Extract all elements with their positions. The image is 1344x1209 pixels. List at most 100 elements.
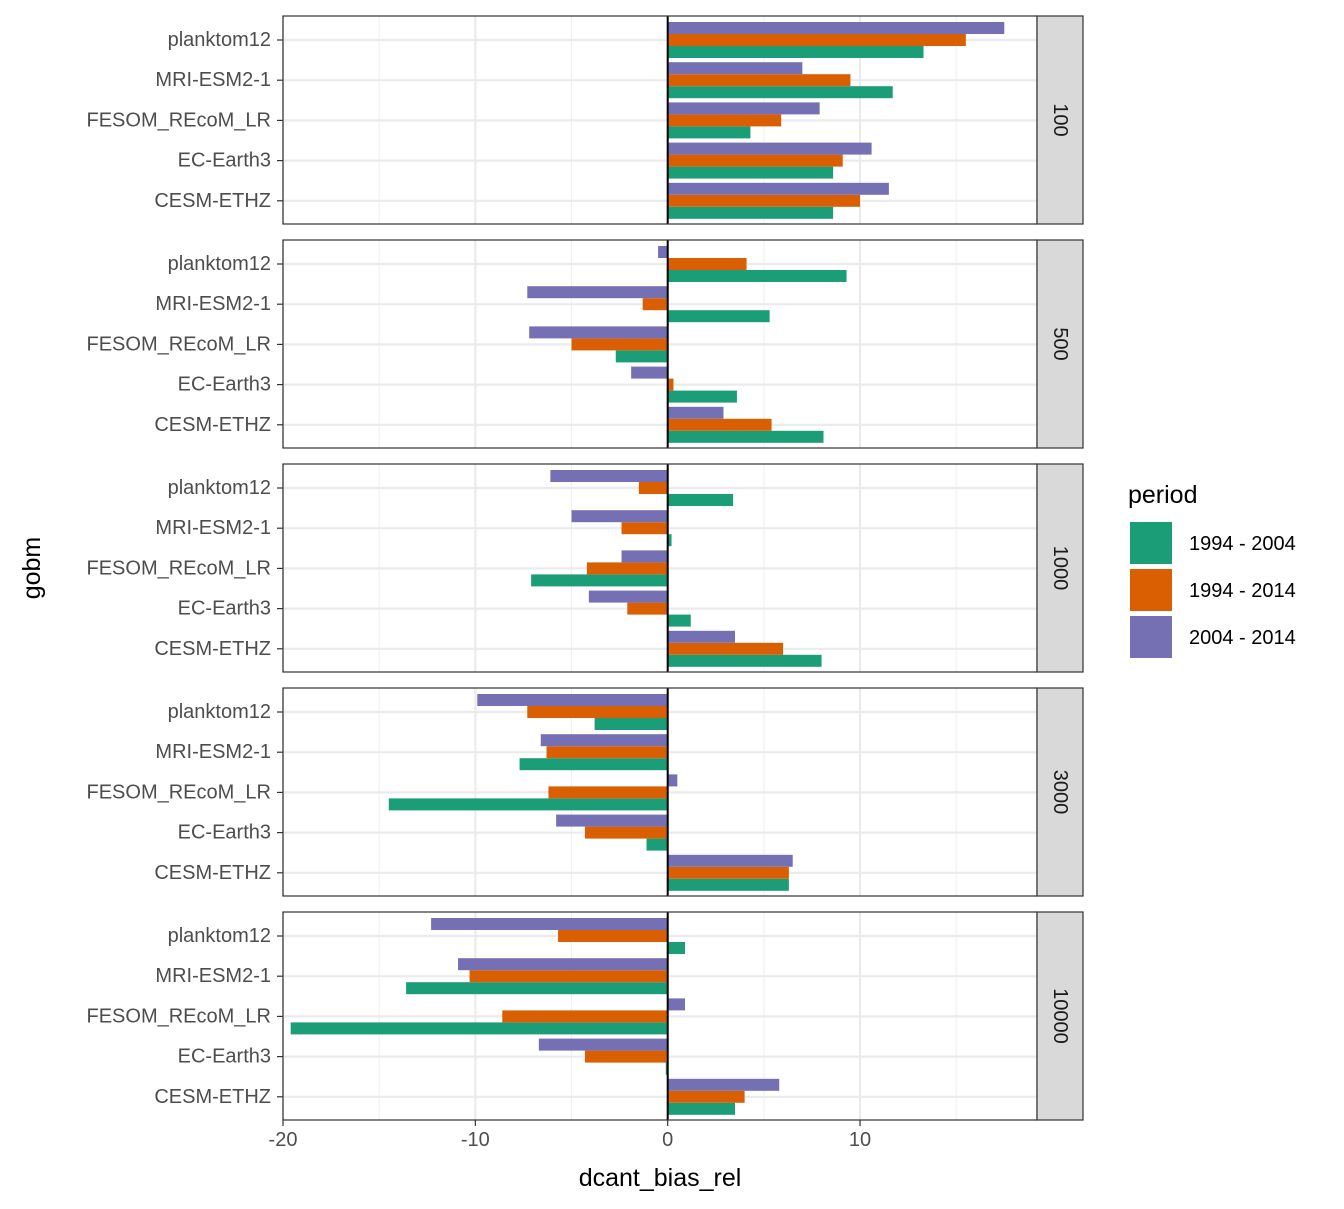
y-axis-title: gobm (18, 537, 46, 600)
x-tick-label: 0 (662, 1129, 673, 1151)
facet-panel-1000: 1000 planktom12 MRI-ESM2-1 FESOM_REcoM_LR EC… (87, 463, 1084, 673)
bar (667, 126, 751, 139)
y-tick-label: EC-Earth3 (178, 598, 271, 620)
x-tick-label: 10 (849, 1129, 871, 1151)
legend-swatch (1130, 616, 1172, 658)
y-tick-label: MRI-ESM2-1 (155, 69, 271, 91)
y-tick-label: MRI-ESM2-1 (155, 741, 271, 763)
facet-strip (1036, 463, 1084, 673)
y-tick-label: CESM-ETHZ (154, 1086, 271, 1108)
bar (667, 774, 678, 787)
legend-swatch (1130, 569, 1172, 611)
y-tick-label: CESM-ETHZ (154, 638, 271, 660)
legend-title: period (1128, 481, 1198, 509)
legend-label: 2004 - 2014 (1189, 627, 1296, 649)
bar (667, 182, 889, 195)
legend-label: 1994 - 2014 (1189, 580, 1296, 602)
y-tick-label: CESM-ETHZ (154, 414, 271, 436)
bar (502, 1010, 668, 1023)
legend: period 1994 - 2004 1994 - 2014 2004 - 2014 (1128, 481, 1296, 658)
bar (527, 706, 668, 718)
bar (571, 338, 668, 351)
bar (458, 958, 668, 971)
facet-strip (1036, 687, 1084, 897)
bar (667, 22, 1005, 34)
bar (667, 46, 924, 58)
bar (548, 786, 668, 799)
bar (667, 270, 847, 282)
bar (615, 350, 668, 363)
bar (667, 942, 686, 954)
y-tick-label: FESOM_REcoM_LR (87, 333, 272, 355)
bar (586, 562, 668, 575)
y-tick-label: EC-Earth3 (178, 374, 271, 396)
bar (667, 654, 822, 667)
bar (546, 746, 668, 759)
y-tick-label: FESOM_REcoM_LR (87, 557, 272, 579)
bar (667, 206, 834, 219)
bar (519, 758, 668, 771)
x-tick-label: -10 (461, 1129, 490, 1151)
bar (667, 166, 834, 179)
y-tick-label: planktom12 (168, 925, 271, 947)
bar (642, 298, 668, 311)
bar (584, 1050, 668, 1063)
facet-panel-10000: 10000 planktom12 MRI-ESM2-1 FESOM_REcoM_LR E… (87, 911, 1084, 1121)
y-tick-label: EC-Earth3 (178, 1046, 271, 1068)
bar (431, 918, 668, 930)
y-tick-label: planktom12 (168, 701, 271, 723)
bar (667, 154, 843, 167)
bar (667, 194, 861, 207)
bar (667, 1078, 780, 1091)
bar (667, 390, 737, 403)
y-tick-label: MRI-ESM2-1 (155, 293, 271, 315)
bar (667, 630, 736, 643)
bar (646, 838, 668, 851)
bar (667, 998, 686, 1011)
facet-strip (1036, 239, 1084, 449)
bar (538, 1038, 668, 1051)
bar (621, 550, 668, 563)
bar (667, 614, 691, 627)
facet-strip (1036, 15, 1084, 225)
x-axis-title: dcant_bias_rel (579, 1164, 742, 1192)
bar (667, 534, 672, 547)
bar (667, 494, 734, 506)
bar (667, 86, 893, 99)
y-tick-label: FESOM_REcoM_LR (87, 109, 272, 131)
facet-panel-100: 100 planktom12 MRI-ESM2-1 FESOM_REcoM_LR EC-… (87, 15, 1084, 225)
bar (667, 854, 793, 867)
facet-strip (1036, 911, 1084, 1121)
bar (631, 366, 668, 379)
bar (667, 418, 772, 431)
facet-strip-label: 10000 (1049, 988, 1071, 1044)
bar (667, 866, 789, 879)
bar (621, 522, 668, 535)
bar (290, 1022, 668, 1035)
bar (667, 378, 674, 391)
x-tick-label: -20 (269, 1129, 298, 1151)
bar (667, 62, 803, 75)
y-tick-label: FESOM_REcoM_LR (87, 1005, 272, 1027)
bar (658, 246, 668, 258)
facet-strip-label: 500 (1049, 327, 1071, 360)
bar (406, 982, 668, 995)
facet-panel-3000: 3000 planktom12 MRI-ESM2-1 FESOM_REcoM_LR EC… (87, 687, 1084, 897)
bar (556, 814, 668, 827)
bar (469, 970, 668, 983)
bar (638, 482, 668, 494)
bar (667, 34, 966, 46)
bar (667, 74, 851, 87)
y-tick-label: CESM-ETHZ (154, 862, 271, 884)
y-tick-label: FESOM_REcoM_LR (87, 781, 272, 803)
bar (627, 602, 668, 615)
bar (667, 1102, 736, 1115)
bar (667, 310, 770, 323)
y-tick-label: MRI-ESM2-1 (155, 517, 271, 539)
bar (529, 326, 668, 339)
bar (594, 718, 668, 730)
bar (667, 406, 724, 419)
bar (477, 694, 668, 706)
bar (667, 1090, 745, 1103)
